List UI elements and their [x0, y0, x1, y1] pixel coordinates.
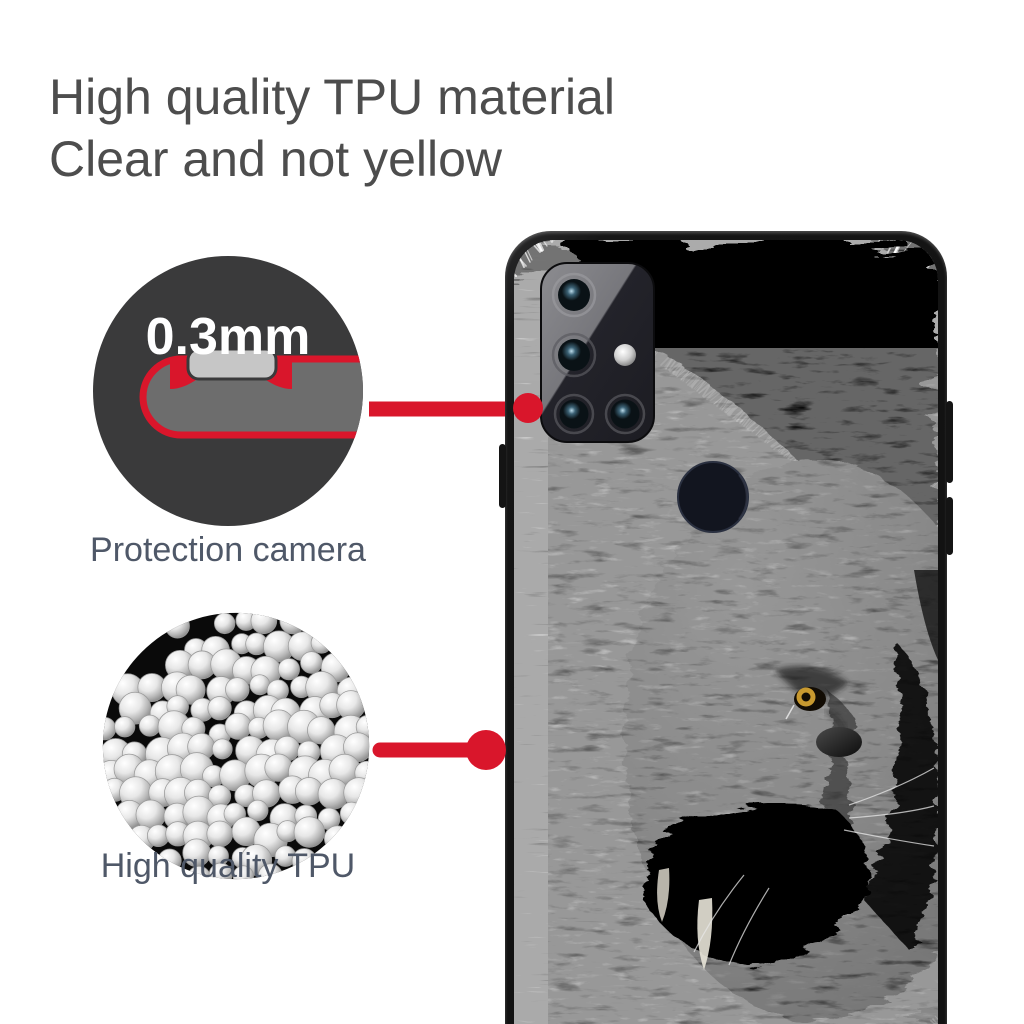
svg-text:0.3mm: 0.3mm [146, 308, 311, 366]
